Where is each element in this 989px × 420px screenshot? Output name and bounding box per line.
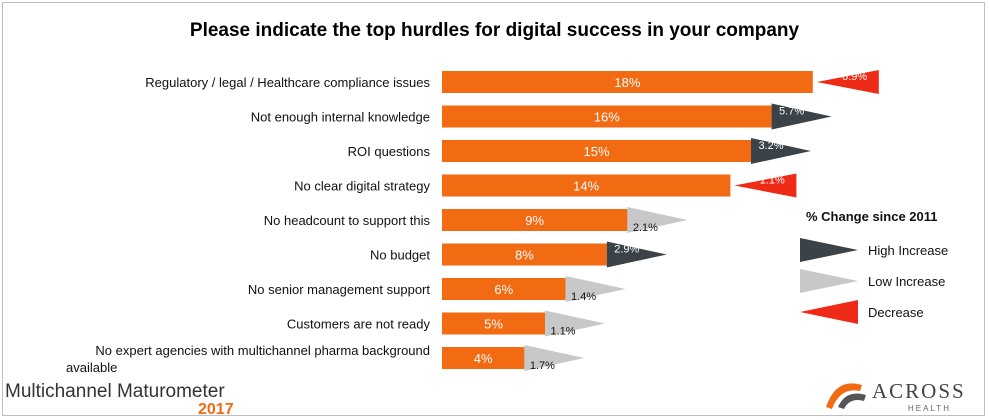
legend-label: Decrease (868, 305, 924, 320)
change-label: 2.1% (633, 222, 658, 234)
legend-title: % Change since 2011 (806, 209, 938, 224)
change-label: 1.1% (550, 326, 575, 338)
bar (442, 174, 731, 197)
bar (442, 312, 545, 335)
category-label: available (66, 360, 117, 375)
bars-layer: 18% 16% 15% 14% 9% 8% 6% 5% 4% (442, 71, 813, 369)
change-label: 2.9% (614, 244, 639, 256)
legend-swatch (800, 300, 858, 324)
legend-swatch (800, 269, 858, 293)
category-label: Customers are not ready (287, 317, 431, 332)
category-label: No clear digital strategy (294, 179, 430, 194)
bar-value-label: 16% (594, 110, 620, 125)
category-label: Regulatory / legal / Healthcare complian… (145, 75, 430, 90)
legend-layer: High Increase Low Increase Decrease (800, 238, 948, 324)
change-marker (524, 345, 585, 371)
chart-frame (2, 2, 985, 416)
bar (442, 347, 525, 369)
change-label: 1.4% (571, 291, 596, 303)
bar (442, 278, 566, 300)
bar (442, 140, 751, 162)
change-markers-layer: -0.9% 5.7% 3.2% -1.1% 2.1% 2.9% 1.4% 1.1% 1.7% (524, 70, 879, 372)
change-label: 5.7% (779, 106, 804, 118)
change-marker (771, 103, 832, 130)
maturometer-logo-text: Multichannel Maturometer (5, 381, 225, 402)
legend-label: High Increase (868, 243, 948, 258)
change-marker (545, 310, 605, 337)
legend-swatch (800, 238, 858, 262)
bar-value-label: 6% (494, 282, 513, 297)
change-marker (816, 70, 879, 94)
across-health-logo: ACROSS HEALTH (822, 375, 982, 415)
across-health-logo-mark (826, 383, 866, 409)
bar (442, 209, 628, 231)
bar-value-label: 5% (484, 317, 503, 332)
change-marker (565, 276, 626, 302)
across-health-name: ACROSS (872, 379, 966, 403)
bar-value-label: 14% (573, 179, 599, 194)
category-label: No senior management support (248, 282, 430, 297)
change-marker (751, 138, 811, 164)
change-marker (734, 173, 797, 198)
change-label: 1.7% (530, 360, 555, 372)
category-label: No expert agencies with multichannel pha… (95, 343, 430, 358)
bar-value-label: 9% (525, 213, 544, 228)
change-label: -1.1% (756, 175, 785, 187)
category-label: Not enough internal knowledge (251, 110, 430, 125)
maturometer-year: 2017 (198, 401, 234, 418)
across-health-sub: HEALTH (908, 404, 951, 413)
bar-value-label: 8% (515, 248, 534, 263)
bar-value-label: 15% (583, 144, 609, 159)
change-marker (606, 241, 667, 268)
change-label: -0.9% (838, 71, 867, 83)
change-marker (627, 207, 688, 233)
bar (442, 71, 813, 93)
legend-label: Low Increase (868, 274, 945, 289)
category-label: No budget (370, 248, 430, 263)
bar-value-label: 4% (474, 351, 493, 366)
maturometer-logo: Multichannel Maturometer (5, 381, 225, 403)
bar (442, 243, 607, 266)
category-labels-layer: Regulatory / legal / Healthcare complian… (66, 75, 430, 375)
category-label: No headcount to support this (264, 213, 431, 228)
category-label: ROI questions (348, 144, 431, 159)
bar-value-label: 18% (614, 75, 640, 90)
bar (442, 105, 772, 128)
change-label: 3.2% (758, 140, 783, 152)
chart-title: Please indicate the top hurdles for digi… (189, 20, 800, 41)
